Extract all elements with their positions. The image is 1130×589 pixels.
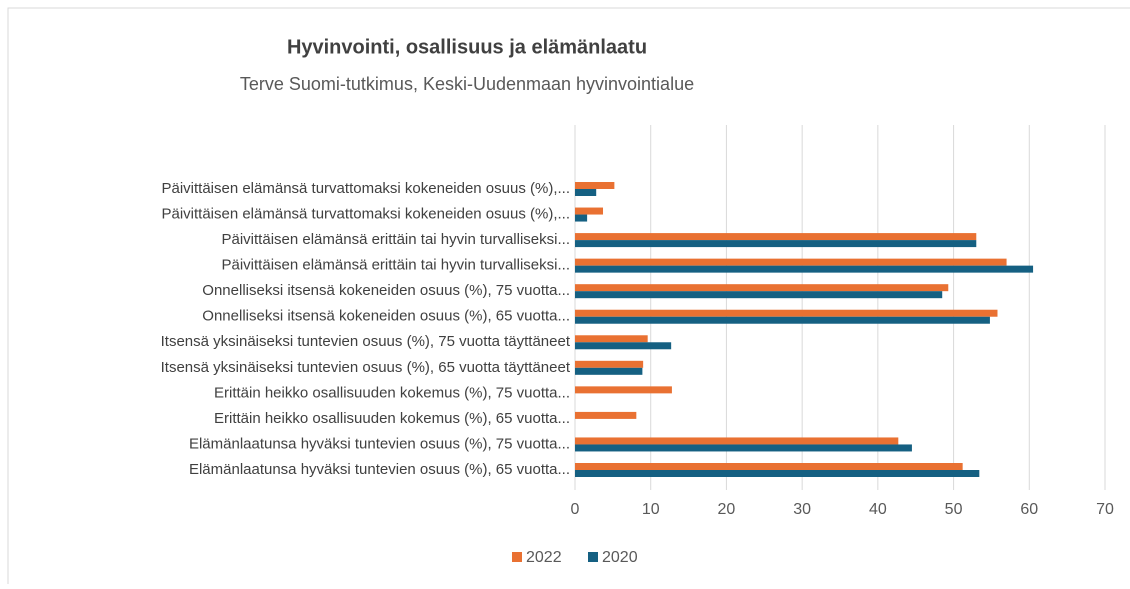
y-tick-label: Erittäin heikko osallisuuden kokemus (%)… — [214, 410, 570, 427]
bar — [575, 367, 643, 375]
bar — [575, 258, 1007, 266]
bar — [575, 233, 977, 241]
chart-frame — [7, 7, 1130, 589]
x-tick-label: 20 — [718, 501, 736, 518]
bar — [575, 335, 648, 343]
bar — [575, 444, 912, 452]
y-tick-label: Päivittäisen elämänsä erittäin tai hyvin… — [222, 257, 571, 274]
bar — [575, 463, 963, 470]
bar — [575, 240, 977, 248]
x-tick-label: 10 — [642, 501, 660, 518]
y-tick-label: Päivittäisen elämänsä turvattomaksi koke… — [161, 180, 570, 197]
bar — [575, 360, 644, 368]
x-tick-label: 0 — [571, 501, 580, 518]
y-tick-label: Itsensä yksinäiseksi tuntevien osuus (%)… — [161, 333, 571, 350]
x-tick-label: 40 — [869, 501, 887, 518]
bar — [575, 386, 672, 394]
y-tick-label: Päivittäisen elämänsä turvattomaksi koke… — [161, 206, 570, 223]
x-tick-label: 30 — [793, 501, 811, 518]
legend-label: 2022 — [526, 549, 562, 566]
bar — [575, 470, 980, 477]
bar — [575, 214, 588, 222]
chart-title: Hyvinvointi, osallisuus ja elämänlaatu — [287, 36, 647, 58]
x-tick-label: 50 — [945, 501, 963, 518]
x-tick-label: 70 — [1096, 501, 1114, 518]
bar — [575, 316, 990, 324]
y-tick-label: Elämänlaatunsa hyväksi tuntevien osuus (… — [189, 461, 570, 478]
x-tick-label: 60 — [1020, 501, 1038, 518]
bar — [575, 291, 943, 299]
bar — [575, 189, 597, 196]
bar — [575, 207, 604, 215]
bar — [575, 182, 615, 189]
legend-swatch — [588, 552, 598, 562]
bar — [575, 284, 949, 292]
bar — [575, 265, 1034, 273]
chart-subtitle: Terve Suomi-tutkimus, Keski-Uudenmaan hy… — [240, 74, 694, 94]
y-tick-label: Onnelliseksi itsensä kokeneiden osuus (%… — [202, 308, 570, 325]
legend-swatch — [512, 552, 522, 562]
y-tick-label: Erittäin heikko osallisuuden kokemus (%)… — [214, 384, 570, 401]
y-tick-label: Elämänlaatunsa hyväksi tuntevien osuus (… — [189, 435, 570, 452]
legend-label: 2020 — [602, 549, 638, 566]
bar — [575, 411, 637, 419]
y-tick-label: Itsensä yksinäiseksi tuntevien osuus (%)… — [161, 359, 571, 376]
y-tick-label: Päivittäisen elämänsä erittäin tai hyvin… — [222, 231, 571, 248]
bar — [575, 309, 998, 317]
bar — [575, 342, 672, 350]
y-tick-label: Onnelliseksi itsensä kokeneiden osuus (%… — [202, 282, 570, 299]
bar — [575, 437, 899, 445]
